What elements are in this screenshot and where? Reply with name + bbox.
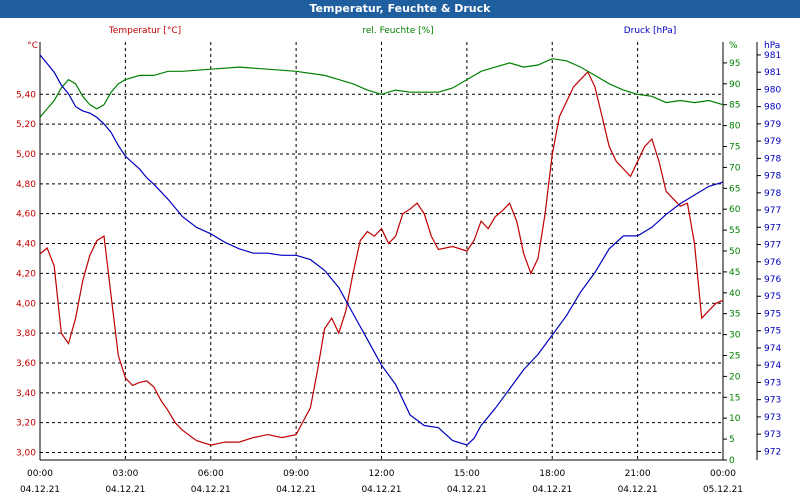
pressure-tick-label: 973 <box>764 396 781 406</box>
pressure-tick-label: 977 <box>764 206 781 216</box>
pressure-tick-label: 978 <box>764 172 781 182</box>
series-line-humidity <box>39 58 724 118</box>
pressure-tick-label: 973 <box>764 378 781 388</box>
x-tick-date: 04.12.21 <box>618 485 658 495</box>
pressure-tick-label: 979 <box>764 137 781 147</box>
labels: 3,00 3,20 3,40 3,60 3,80 4,00 4,20 4,40 4,60 4,80… <box>16 26 781 495</box>
humidity-tick-label: 40 <box>729 289 741 299</box>
humidity-tick-label: 50 <box>729 247 741 257</box>
humidity-tick-label: 45 <box>729 268 740 278</box>
pressure-tick-label: 976 <box>764 258 781 268</box>
temp-tick-label: 4,80 <box>16 180 36 190</box>
x-tick-date: 04.12.21 <box>105 485 145 495</box>
pressure-tick-label: 980 <box>764 85 781 95</box>
pressure-tick-label: 973 <box>764 413 781 423</box>
temp-tick-label: 3,20 <box>16 419 36 429</box>
x-tick-time: 12:00 <box>369 469 395 479</box>
temp-tick-label: 4,20 <box>16 269 36 279</box>
temp-tick-label: 3,80 <box>16 329 36 339</box>
x-tick-date: 04.12.21 <box>276 485 316 495</box>
x-tick-time: 03:00 <box>112 469 138 479</box>
pressure-tick-label: 981 <box>764 51 781 61</box>
series-lines <box>39 54 724 446</box>
humidity-tick-label: 65 <box>729 184 740 194</box>
temp-tick-label: 5,00 <box>16 150 36 160</box>
humidity-axis-title: rel. Feuchte [%] <box>362 26 433 36</box>
pressure-tick-label: 973 <box>764 430 781 440</box>
temp-tick-label: 4,60 <box>16 210 36 220</box>
pressure-tick-label: 981 <box>764 68 781 78</box>
humidity-axis-unit: % <box>729 41 738 51</box>
temp-tick-label: 3,60 <box>16 359 36 369</box>
grid <box>39 42 724 460</box>
humidity-tick-label: 15 <box>729 393 740 403</box>
pressure-tick-label: 976 <box>764 275 781 285</box>
pressure-tick-label: 974 <box>764 344 781 354</box>
pressure-tick-label: 974 <box>764 361 781 371</box>
temp-tick-label: 5,20 <box>16 120 36 130</box>
pressure-axis-title: Druck [hPa] <box>624 26 677 36</box>
temp-tick-label: 3,00 <box>16 449 36 459</box>
x-tick-time: 18:00 <box>539 469 565 479</box>
pressure-tick-label: 972 <box>764 447 781 457</box>
x-tick-time: 06:00 <box>198 469 224 479</box>
humidity-tick-label: 20 <box>729 372 741 382</box>
humidity-tick-label: 90 <box>729 80 741 90</box>
pressure-tick-label: 977 <box>764 241 781 251</box>
pressure-axis-unit: hPa <box>764 41 780 51</box>
series-line-temperature <box>39 70 724 446</box>
humidity-tick-label: 5 <box>729 435 735 445</box>
humidity-tick-label: 0 <box>729 456 735 466</box>
pressure-tick-label: 975 <box>764 292 781 302</box>
x-tick-date: 05.12.21 <box>703 485 743 495</box>
axes <box>39 42 761 461</box>
temp-axis-unit: °C <box>27 41 38 51</box>
pressure-tick-label: 977 <box>764 223 781 233</box>
temp-tick-label: 4,40 <box>16 240 36 250</box>
pressure-tick-label: 978 <box>764 189 781 199</box>
humidity-tick-label: 75 <box>729 143 740 153</box>
pressure-tick-label: 979 <box>764 120 781 130</box>
humidity-tick-label: 95 <box>729 59 740 69</box>
x-tick-time: 21:00 <box>625 469 651 479</box>
humidity-tick-label: 60 <box>729 205 741 215</box>
pressure-tick-label: 980 <box>764 103 781 113</box>
x-tick-time: 00:00 <box>27 469 53 479</box>
humidity-tick-label: 85 <box>729 101 740 111</box>
humidity-tick-label: 10 <box>729 414 741 424</box>
humidity-tick-label: 55 <box>729 226 740 236</box>
series-line-pressure <box>39 54 724 446</box>
temp-tick-label: 4,00 <box>16 299 36 309</box>
humidity-tick-label: 80 <box>729 122 741 132</box>
x-tick-date: 04.12.21 <box>191 485 231 495</box>
x-tick-time: 09:00 <box>283 469 309 479</box>
x-tick-date: 04.12.21 <box>447 485 487 495</box>
temp-axis-title: Temperatur [°C] <box>108 26 181 36</box>
x-tick-date: 04.12.21 <box>20 485 60 495</box>
chart-title-bar: Temperatur, Feuchte & Druck <box>0 0 800 18</box>
pressure-tick-label: 978 <box>764 154 781 164</box>
pressure-tick-label: 975 <box>764 309 781 319</box>
x-tick-date: 04.12.21 <box>532 485 572 495</box>
temp-tick-label: 3,40 <box>16 389 36 399</box>
humidity-tick-label: 70 <box>729 163 741 173</box>
x-tick-time: 15:00 <box>454 469 480 479</box>
humidity-tick-label: 35 <box>729 310 740 320</box>
x-tick-date: 04.12.21 <box>361 485 401 495</box>
humidity-tick-label: 30 <box>729 331 741 341</box>
pressure-tick-label: 975 <box>764 327 781 337</box>
x-tick-time: 00:00 <box>710 469 736 479</box>
humidity-tick-label: 25 <box>729 352 740 362</box>
temp-tick-label: 5,40 <box>16 90 36 100</box>
